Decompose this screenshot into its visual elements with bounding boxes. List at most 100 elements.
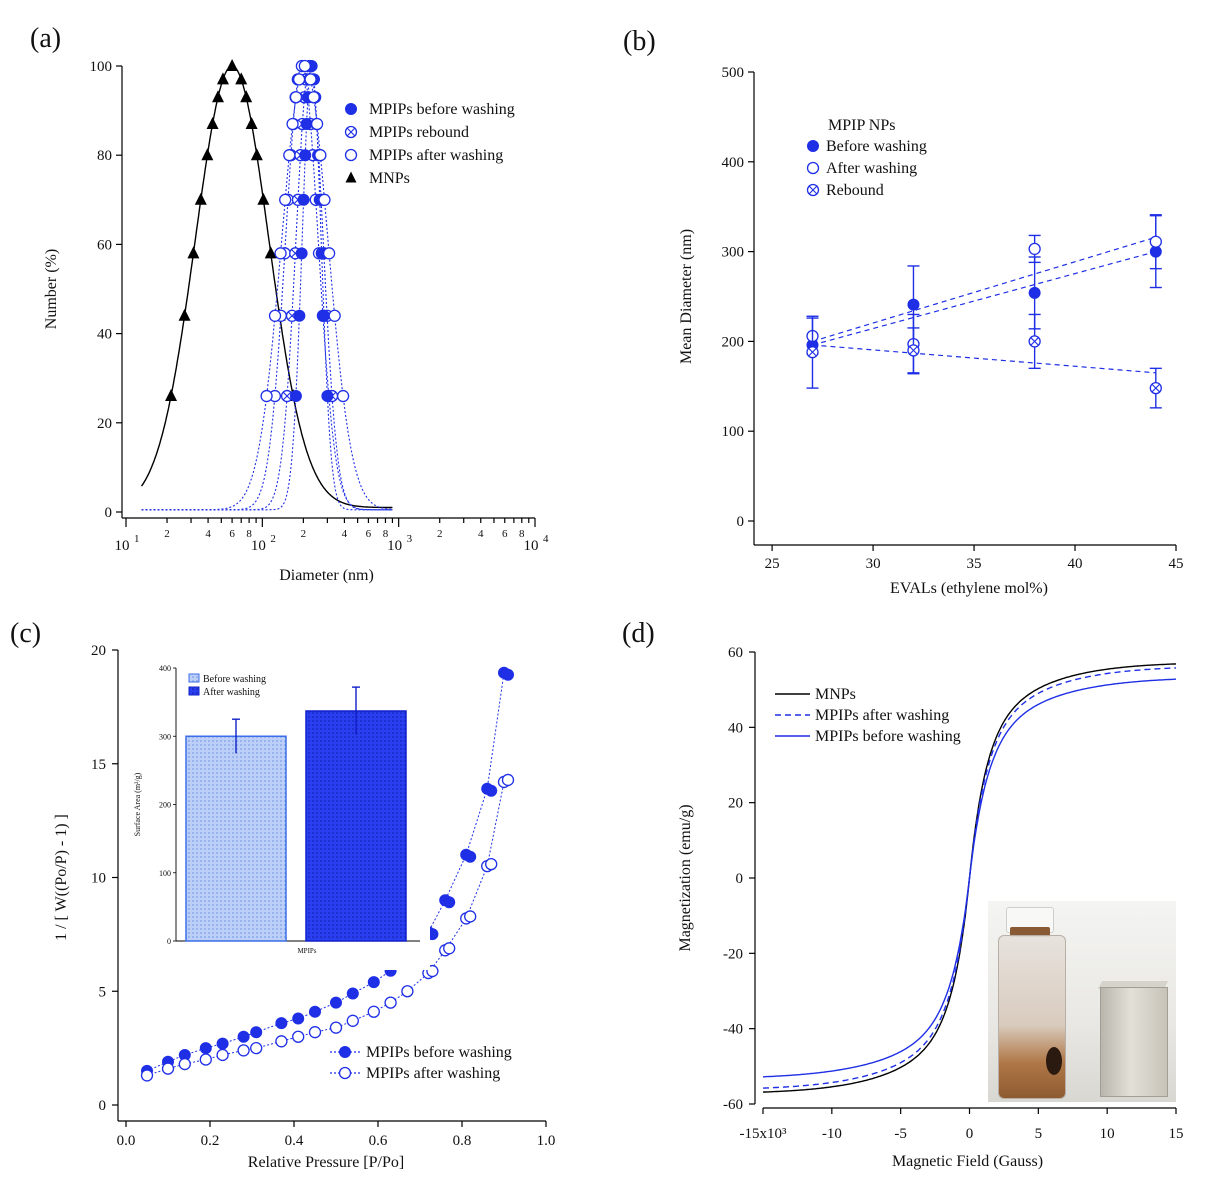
data-point (201, 148, 214, 161)
legend-label: MPIPs after washing (815, 707, 949, 724)
x-tick-label: -10 (822, 1126, 842, 1142)
legend-label: MPIPs before washing (369, 101, 515, 118)
y-tick-label: 0 (736, 871, 744, 887)
marker-cross (1151, 383, 1161, 393)
panel-b-chart: 0 100 200 300 400 500 25 30 35 40 45 EVALs (ethylen… (678, 65, 1184, 597)
x-minor-tick-label: 2 (164, 528, 170, 540)
inset-legend-swatch (188, 686, 200, 696)
data-point (237, 1030, 250, 1043)
x-tick-label: 5 (1035, 1126, 1043, 1142)
data-point (309, 1005, 321, 1018)
legend-label: MPIPs after washing (369, 147, 503, 164)
series-line-0 (146, 672, 505, 1072)
y-tick-label: 20 (728, 796, 743, 812)
x-tick-label: 10 (1100, 1126, 1115, 1142)
data-point (187, 246, 200, 259)
legend-label: After washing (826, 160, 917, 177)
legend-label: MPIPs rebound (369, 124, 469, 141)
legend-label: Rebound (826, 182, 884, 199)
magnetization-curve-2 (763, 678, 1176, 1078)
data-point (292, 1030, 305, 1043)
y-tick-label: 20 (91, 643, 106, 659)
legend-marker (345, 103, 357, 115)
data-point (317, 309, 330, 322)
data-point (275, 1035, 288, 1048)
inset-y-tick-label: 0 (167, 937, 171, 946)
data-point (464, 850, 477, 863)
y-tick-label: 20 (97, 416, 112, 432)
x-minor-tick-label: 6 (229, 528, 235, 540)
y-tick-label: 10 (91, 871, 106, 887)
x-major-tick-label: 10 (115, 538, 130, 554)
fit-line (812, 236, 1156, 342)
inset-y-tick-label: 300 (159, 732, 171, 741)
x-tick-label: 0.6 (369, 1133, 388, 1149)
y-axis-title: Number (%) (43, 249, 60, 329)
series-line-1 (146, 781, 505, 1076)
marker-cross (909, 346, 918, 355)
fit-line (812, 344, 1156, 374)
y-tick-label: 15 (91, 757, 106, 773)
inset-legend-label: After washing (203, 687, 260, 698)
data-point (250, 1026, 263, 1039)
data-point (907, 298, 920, 311)
data-point (279, 193, 292, 206)
data-point (199, 1053, 212, 1066)
data-point (1028, 286, 1041, 299)
x-tick-exponent: 4 (543, 533, 549, 545)
y-tick-label: 300 (722, 245, 745, 261)
data-point (289, 390, 302, 403)
x-axis-title: EVALs (ethylene mol%) (890, 580, 1048, 597)
legend-marker (338, 1066, 352, 1080)
data-point (250, 148, 263, 161)
x-minor-tick-label: 8 (246, 528, 252, 540)
data-point (346, 1014, 359, 1027)
data-point (1028, 335, 1041, 348)
legend-label: MPIPs before washing (366, 1044, 512, 1061)
data-point (299, 149, 312, 162)
data-point (321, 390, 334, 403)
x-axis-title: Magnetic Field (Gauss) (892, 1153, 1043, 1170)
data-point (268, 309, 282, 322)
data-point (330, 996, 342, 1009)
data-point (165, 389, 178, 402)
x-tick-label: 0.8 (453, 1133, 472, 1149)
data-point (328, 309, 341, 322)
data-point (274, 247, 287, 260)
x-tick-exponent: 3 (407, 533, 413, 545)
panel-label-b: (b) (623, 26, 656, 57)
legend-label: MNPs (369, 170, 410, 187)
x-tick-label: 0.4 (285, 1133, 304, 1149)
data-point (216, 72, 229, 85)
data-point (1149, 235, 1162, 248)
x-tick-label: 25 (765, 556, 780, 572)
data-point (226, 59, 239, 71)
legend-label: MNPs (815, 686, 856, 703)
jar-neck (1010, 927, 1050, 937)
data-point (501, 773, 515, 787)
x-tick-label: 15 (1169, 1126, 1184, 1142)
x-tick-label: -5 (894, 1126, 907, 1142)
legend-label: MPIPs before washing (815, 728, 961, 745)
legend-marker (344, 148, 358, 162)
x-major-tick-label: 10 (524, 538, 539, 554)
data-point (346, 987, 359, 1000)
x-minor-tick-label: 4 (478, 528, 484, 540)
data-point (286, 117, 299, 131)
y-tick-label: 60 (728, 645, 743, 661)
x-minor-tick-label: 4 (342, 528, 348, 540)
panel-label-c: (c) (10, 618, 41, 649)
data-point (401, 985, 414, 998)
data-point (257, 192, 270, 205)
y-axis-title: Mean Diameter (nm) (678, 229, 695, 364)
marker-cross (346, 127, 356, 137)
y-tick-label: 5 (99, 984, 107, 1000)
x-minor-tick-label: 6 (366, 528, 372, 540)
data-point (1028, 242, 1041, 256)
data-point (240, 90, 253, 103)
x-tick-label: 30 (866, 556, 881, 572)
x-minor-tick-label: 6 (502, 528, 508, 540)
legend-label: Before washing (826, 138, 927, 155)
data-point (336, 389, 350, 403)
